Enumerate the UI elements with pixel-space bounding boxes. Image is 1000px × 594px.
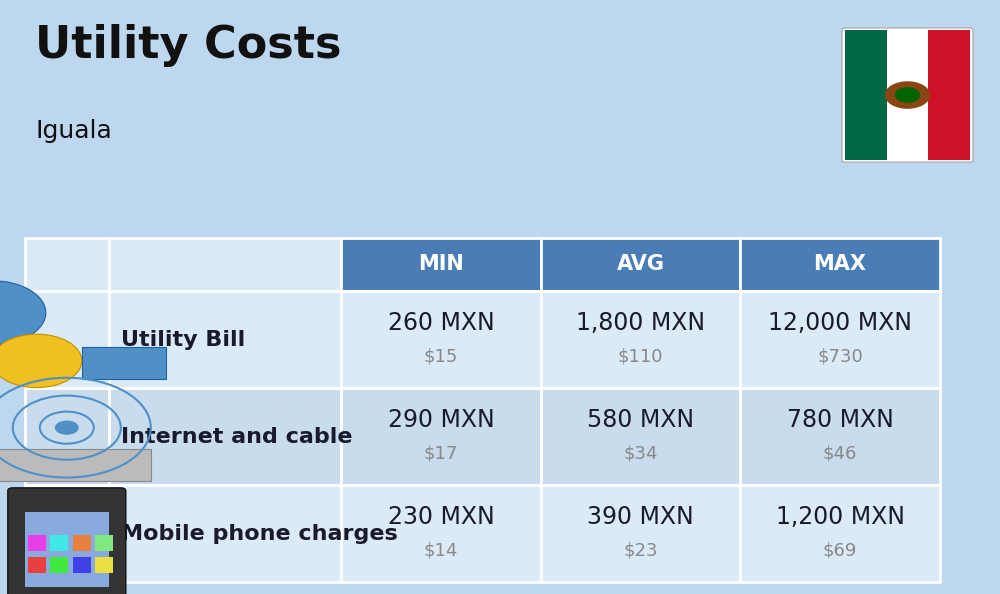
Bar <box>50 557 68 573</box>
Circle shape <box>886 82 930 108</box>
Text: 260 MXN: 260 MXN <box>388 311 494 335</box>
Bar <box>740 485 940 582</box>
Text: Iguala: Iguala <box>35 119 112 143</box>
Bar <box>341 238 541 291</box>
Text: $46: $46 <box>823 444 857 462</box>
Bar <box>740 388 940 485</box>
Bar <box>740 291 940 388</box>
Text: $23: $23 <box>623 541 658 559</box>
Bar <box>28 557 46 573</box>
Bar <box>25 388 109 485</box>
Circle shape <box>0 281 46 345</box>
Bar <box>887 30 928 160</box>
Text: 1,200 MXN: 1,200 MXN <box>776 505 905 529</box>
Text: $15: $15 <box>424 347 458 365</box>
Bar <box>341 291 541 388</box>
Bar <box>50 535 68 551</box>
Circle shape <box>896 88 920 102</box>
Bar <box>845 30 887 160</box>
Text: Utility Bill: Utility Bill <box>121 330 245 349</box>
Bar <box>541 485 740 582</box>
Bar <box>73 557 91 573</box>
Text: MAX: MAX <box>814 254 867 274</box>
Text: $17: $17 <box>424 444 458 462</box>
Bar <box>740 238 940 291</box>
Bar <box>25 512 109 587</box>
Text: 580 MXN: 580 MXN <box>587 408 694 432</box>
Text: $14: $14 <box>424 541 458 559</box>
Bar <box>95 535 113 551</box>
Text: 290 MXN: 290 MXN <box>388 408 494 432</box>
Bar <box>541 388 740 485</box>
Text: MIN: MIN <box>418 254 464 274</box>
Bar <box>28 535 46 551</box>
Text: Utility Costs: Utility Costs <box>35 24 342 67</box>
Text: 390 MXN: 390 MXN <box>587 505 694 529</box>
Bar <box>25 485 109 582</box>
Bar <box>82 347 166 379</box>
FancyBboxPatch shape <box>842 28 973 162</box>
Bar <box>95 557 113 573</box>
Bar <box>25 238 109 291</box>
Text: Mobile phone charges: Mobile phone charges <box>121 523 397 544</box>
Text: Internet and cable: Internet and cable <box>121 426 352 447</box>
FancyBboxPatch shape <box>8 488 126 594</box>
Text: 780 MXN: 780 MXN <box>787 408 894 432</box>
Bar <box>541 238 740 291</box>
Text: 1,800 MXN: 1,800 MXN <box>576 311 705 335</box>
Bar <box>25 291 109 388</box>
Bar <box>109 485 341 582</box>
Bar <box>109 291 341 388</box>
Circle shape <box>55 421 79 435</box>
Text: 230 MXN: 230 MXN <box>388 505 494 529</box>
Bar <box>928 30 970 160</box>
Bar <box>0 449 151 481</box>
Text: AVG: AVG <box>617 254 665 274</box>
Bar <box>341 388 541 485</box>
Circle shape <box>0 334 82 388</box>
Bar <box>341 485 541 582</box>
Text: $730: $730 <box>817 347 863 365</box>
Text: 12,000 MXN: 12,000 MXN <box>768 311 912 335</box>
Bar <box>109 238 341 291</box>
Text: $34: $34 <box>623 444 658 462</box>
Text: $110: $110 <box>618 347 663 365</box>
Text: $69: $69 <box>823 541 857 559</box>
Bar <box>73 535 91 551</box>
Bar <box>541 291 740 388</box>
Bar <box>109 388 341 485</box>
